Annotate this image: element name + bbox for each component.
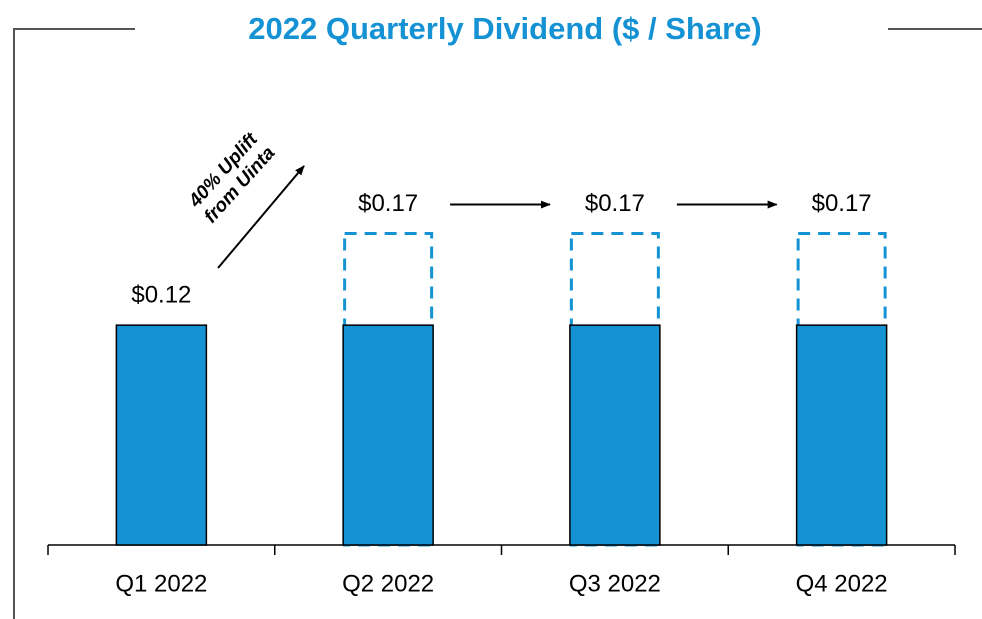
bar (569, 324, 661, 546)
x-tick-label: Q1 2022 (115, 570, 207, 597)
value-label: $0.17 (358, 190, 418, 217)
bar (342, 324, 434, 546)
uplift-arrow (217, 165, 305, 269)
x-tick-label: Q2 2022 (342, 570, 434, 597)
bar (795, 324, 888, 546)
value-label: $0.12 (131, 282, 191, 309)
bar (115, 324, 208, 546)
frame-left (13, 28, 135, 619)
chart-title: 2022 Quarterly Dividend ($ / Share) (248, 11, 761, 46)
value-label: $0.17 (812, 190, 872, 217)
value-label: $0.17 (585, 190, 645, 217)
x-tick-label: Q3 2022 (569, 570, 661, 597)
frame (13, 28, 982, 619)
x-tick-label: Q4 2022 (796, 570, 888, 597)
